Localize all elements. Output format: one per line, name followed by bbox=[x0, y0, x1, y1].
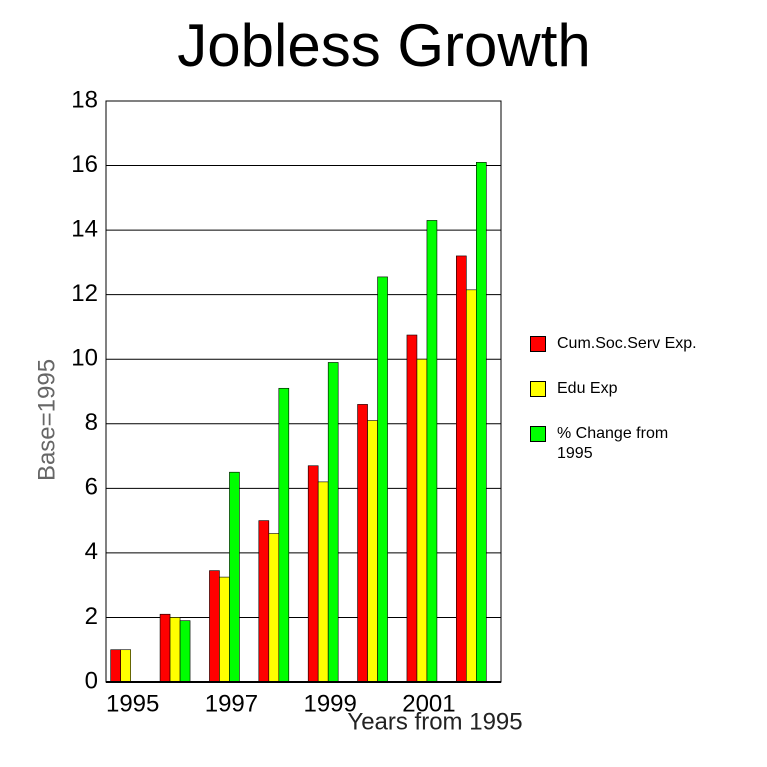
bar bbox=[367, 420, 378, 683]
legend-entry: % Change from 1995 bbox=[530, 424, 707, 464]
legend-swatch bbox=[530, 381, 546, 397]
bar bbox=[357, 404, 368, 683]
x-tick-label: 1999 bbox=[303, 690, 356, 717]
bar bbox=[327, 362, 339, 683]
y-tick-label: 14 bbox=[71, 215, 98, 242]
bar bbox=[169, 617, 181, 683]
y-tick-label: 2 bbox=[85, 603, 98, 630]
bar bbox=[406, 334, 418, 683]
legend-entry: Edu Exp bbox=[530, 379, 707, 399]
bar bbox=[278, 387, 290, 683]
y-tick-label: 8 bbox=[85, 409, 98, 436]
y-tick-label: 10 bbox=[71, 345, 98, 372]
bar bbox=[229, 471, 240, 683]
bar bbox=[159, 613, 171, 683]
y-tick-label: 12 bbox=[71, 280, 98, 307]
y-axis-label: Base=1995 bbox=[33, 359, 60, 481]
bar bbox=[219, 576, 230, 683]
legend-label: Cum.Soc.Serv Exp. bbox=[557, 335, 697, 352]
y-tick-label: 0 bbox=[85, 667, 98, 694]
bar bbox=[307, 465, 319, 683]
y-tick-label: 6 bbox=[85, 474, 98, 501]
bar bbox=[209, 570, 220, 683]
bar bbox=[268, 533, 280, 683]
x-tick-label: 2001 bbox=[402, 690, 455, 717]
legend-swatch bbox=[530, 336, 546, 352]
chart-title: Jobless Growth bbox=[177, 12, 591, 79]
bar bbox=[120, 649, 131, 683]
legend-entry: Cum.Soc.Serv Exp. bbox=[530, 334, 707, 354]
x-tick-label: 1997 bbox=[205, 690, 258, 717]
y-tick-label: 16 bbox=[71, 151, 98, 178]
x-tick-label: 1995 bbox=[106, 690, 159, 717]
plot-frame bbox=[105, 100, 502, 683]
x-axis-label: Years from 1995 bbox=[347, 708, 522, 735]
y-tick-label: 18 bbox=[71, 86, 98, 113]
bar bbox=[456, 255, 467, 683]
legend: Cum.Soc.Serv Exp. Edu Exp % Change from 19… bbox=[530, 334, 720, 489]
bar bbox=[466, 289, 477, 683]
bar bbox=[476, 162, 487, 683]
bar bbox=[179, 620, 191, 683]
bar bbox=[317, 481, 329, 683]
bar bbox=[258, 520, 270, 683]
bar bbox=[426, 220, 438, 683]
bar bbox=[110, 649, 121, 683]
legend-label: Edu Exp bbox=[557, 380, 618, 397]
bar bbox=[416, 358, 428, 683]
bar bbox=[377, 276, 388, 683]
legend-label: % Change from 1995 bbox=[557, 425, 669, 462]
legend-swatch bbox=[530, 426, 546, 442]
y-tick-label: 4 bbox=[85, 538, 98, 565]
